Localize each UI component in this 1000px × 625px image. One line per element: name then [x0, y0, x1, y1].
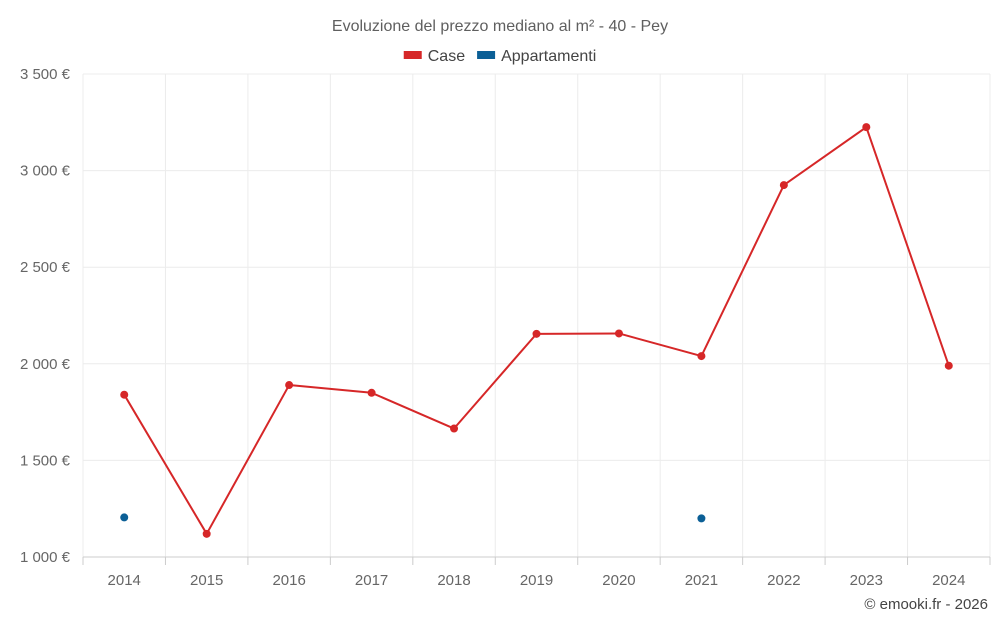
data-point[interactable]: [120, 513, 129, 522]
data-point[interactable]: [285, 381, 294, 390]
legend: Case Appartamenti: [403, 48, 596, 65]
x-tick-label: 2016: [272, 572, 305, 589]
grid: [82, 73, 991, 557]
data-point[interactable]: [944, 361, 953, 370]
x-tick-label: 2017: [355, 572, 388, 589]
y-tick-label: 3 500 €: [20, 66, 71, 83]
data-point[interactable]: [697, 352, 706, 361]
legend-label: Appartamenti: [501, 48, 596, 65]
data-point[interactable]: [532, 329, 541, 338]
data-point[interactable]: [697, 514, 706, 523]
x-tick-label: 2014: [108, 572, 141, 589]
series-layer: [120, 123, 953, 538]
x-tick-label: 2019: [520, 572, 553, 589]
y-tick-label: 2 000 €: [20, 356, 71, 373]
x-tick-label: 2020: [602, 572, 635, 589]
y-tick-label: 2 500 €: [20, 259, 71, 276]
x-tick-label: 2018: [437, 572, 470, 589]
legend-swatch: [477, 51, 496, 59]
credit-text: © emooki.fr - 2026: [864, 596, 988, 613]
data-point[interactable]: [450, 424, 459, 433]
chart-title: Evoluzione del prezzo mediano al m² - 40…: [332, 18, 668, 35]
legend-item[interactable]: Case: [403, 48, 465, 65]
x-tick-label: 2023: [850, 572, 883, 589]
y-tick-label: 3 000 €: [20, 163, 71, 180]
x-tick-label: 2024: [932, 572, 965, 589]
x-tick-label: 2021: [685, 572, 718, 589]
data-point[interactable]: [614, 329, 623, 338]
legend-item[interactable]: Appartamenti: [477, 48, 596, 65]
legend-label: Case: [428, 48, 465, 65]
x-tick-label: 2022: [767, 572, 800, 589]
data-point[interactable]: [120, 390, 129, 399]
y-tick-label: 1 000 €: [20, 549, 71, 566]
series-0: [120, 123, 953, 538]
data-point[interactable]: [862, 123, 871, 132]
legend-swatch: [403, 51, 422, 59]
data-point[interactable]: [202, 529, 211, 538]
series-1: [120, 513, 706, 523]
y-tick-label: 1 500 €: [20, 452, 71, 469]
axes: 1 000 € 1 500 € 2 000 € 2 500 € 3 000 € 3 500…: [20, 66, 991, 589]
data-point[interactable]: [367, 388, 376, 397]
x-tick-label: 2015: [190, 572, 223, 589]
data-point[interactable]: [779, 181, 788, 190]
